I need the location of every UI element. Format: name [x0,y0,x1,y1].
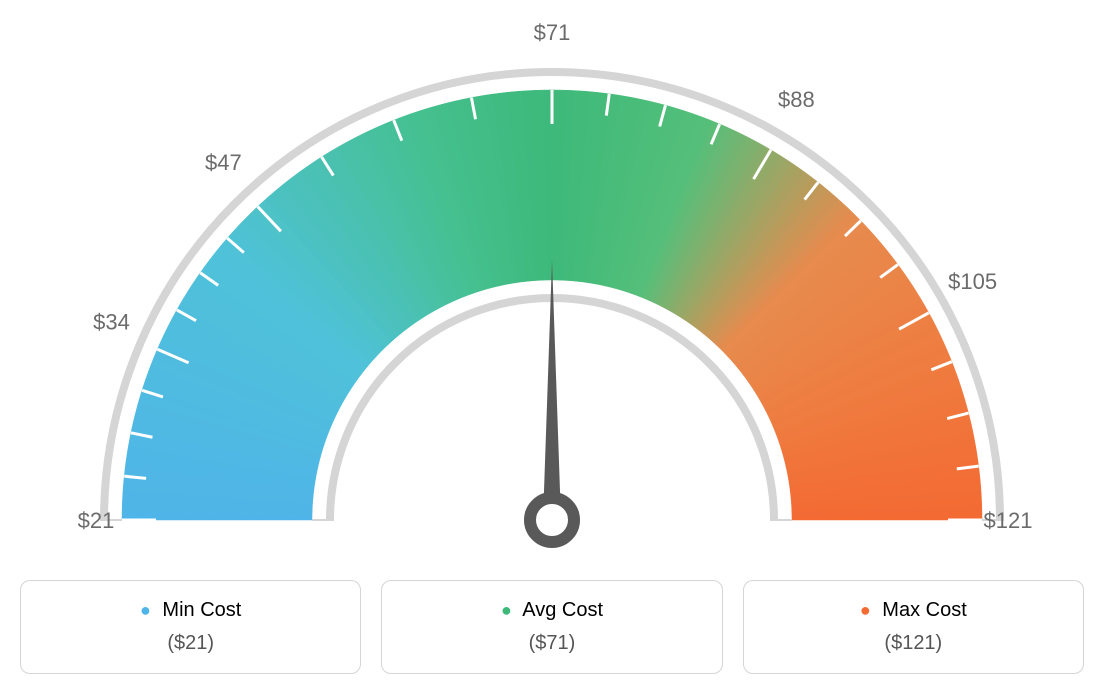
legend-card-avg: ● Avg Cost ($71) [381,580,722,674]
bullet-icon: ● [501,600,512,620]
legend-title-text: Min Cost [162,599,241,621]
gauge-tick-label: $71 [534,20,571,45]
gauge-tick-label: $121 [984,508,1033,533]
legend-title-text: Avg Cost [522,599,603,621]
bullet-icon: ● [860,600,871,620]
legend-card-min: ● Min Cost ($21) [20,580,361,674]
legend-value-avg: ($71) [392,632,711,655]
gauge-needle-hub [530,498,574,542]
legend-title-min: ● Min Cost [31,599,350,622]
gauge-tick-label: $47 [205,150,242,175]
cost-gauge-chart: $21 $34 $47 $71 $88 $105 $121 ● Min Cost ($21)… [20,20,1084,674]
gauge-tick-label: $88 [778,87,815,112]
gauge-tick-label: $105 [948,269,997,294]
bullet-icon: ● [140,600,151,620]
gauge-svg-wrapper: $21 $34 $47 $71 $88 $105 $121 [20,20,1084,560]
legend-row: ● Min Cost ($21) ● Avg Cost ($71) ● Max … [20,580,1084,674]
legend-title-max: ● Max Cost [754,599,1073,622]
gauge-tick-label: $34 [93,309,130,334]
legend-title-avg: ● Avg Cost [392,599,711,622]
legend-value-min: ($21) [31,632,350,655]
legend-title-text: Max Cost [882,599,966,621]
legend-card-max: ● Max Cost ($121) [743,580,1084,674]
gauge-svg: $21 $34 $47 $71 $88 $105 $121 [20,20,1084,560]
gauge-tick-label: $21 [78,508,115,533]
legend-value-max: ($121) [754,632,1073,655]
